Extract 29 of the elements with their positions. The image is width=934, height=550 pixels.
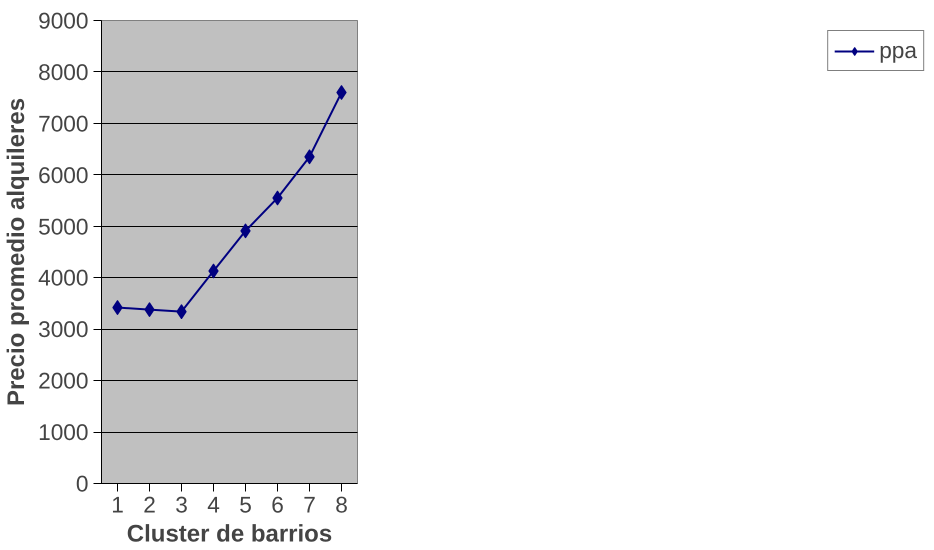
y-axis-title: Precio promedio alquileres [3, 98, 30, 406]
x-tick-label: 7 [303, 492, 316, 518]
point [144, 302, 155, 318]
point [272, 190, 283, 206]
y-tick-label: 1000 [38, 419, 89, 446]
y-tick-label: 2000 [38, 368, 89, 394]
y-tick-label: 0 [76, 470, 89, 496]
point [176, 304, 187, 320]
y-tick-label: 4000 [38, 264, 89, 291]
legend-label: ppa [879, 37, 917, 64]
point [336, 85, 347, 100]
point [304, 149, 315, 164]
x-tick-label: 2 [143, 492, 156, 518]
x-tick-label: 1 [111, 492, 124, 518]
y-tick-label: 6000 [38, 162, 89, 188]
x-tick-label: 6 [271, 492, 284, 518]
y-tick-label: 8000 [38, 58, 89, 85]
y-tick-label: 5000 [38, 213, 89, 240]
point [208, 264, 219, 279]
y-tick-label: 7000 [38, 110, 89, 136]
x-tick-label: 3 [175, 492, 188, 518]
y-tick-label: 9000 [38, 8, 89, 34]
point [112, 300, 123, 316]
x-axis-title: Cluster de barrios [126, 520, 332, 548]
x-tick-label: 5 [239, 492, 252, 518]
y-tick-label: 3000 [38, 316, 89, 342]
x-tick-label: 4 [207, 492, 220, 518]
x-tick-label: 8 [335, 492, 348, 518]
point [240, 223, 251, 238]
